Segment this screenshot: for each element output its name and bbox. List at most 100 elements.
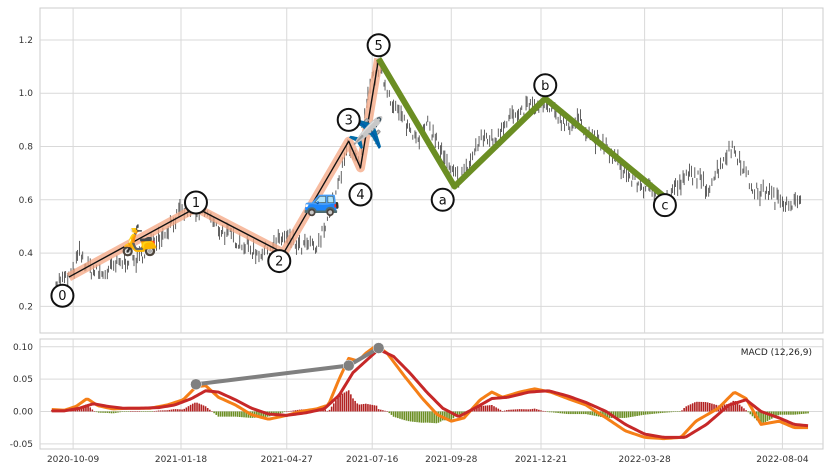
macd-histogram-bar bbox=[412, 411, 414, 422]
macd-histogram-bar bbox=[587, 411, 589, 415]
macd-histogram-bar bbox=[649, 411, 651, 415]
macd-histogram-bar bbox=[87, 405, 89, 412]
macd-histogram-bar bbox=[418, 411, 421, 423]
macd-histogram-bar bbox=[397, 411, 399, 419]
macd-histogram-bar bbox=[488, 405, 491, 412]
macd-histogram-bar bbox=[741, 406, 743, 412]
macd-histogram-bar bbox=[379, 409, 382, 412]
macd-histogram-bar bbox=[802, 411, 805, 414]
macd-histogram-bar bbox=[384, 410, 386, 412]
macd-histogram-bar bbox=[523, 409, 525, 412]
macd-histogram-bar bbox=[540, 410, 542, 412]
macd-histogram-bar bbox=[544, 411, 547, 412]
wave-labels: 0 1 2 3 4 5 a b c bbox=[50, 33, 677, 308]
macd-histogram-bar bbox=[790, 411, 792, 415]
macd-histogram-bar bbox=[499, 409, 502, 412]
macd-histogram-bar bbox=[119, 411, 121, 413]
macd-histogram-bar bbox=[426, 411, 429, 423]
macd-histogram-bar bbox=[416, 411, 418, 423]
macd-histogram-bar bbox=[245, 411, 247, 418]
macd-histogram-bar bbox=[779, 411, 782, 415]
macd-histogram-bar bbox=[747, 411, 750, 413]
macd-histogram-bar bbox=[512, 409, 515, 412]
macd-histogram-bar bbox=[520, 409, 523, 412]
x-axis-ticks: 2020-10-09 2021-01-18 2021-04-27 2021-07-16… bbox=[47, 455, 809, 465]
macd-histogram-bar bbox=[206, 408, 209, 412]
macd-histogram-bar bbox=[189, 404, 192, 412]
macd-histogram-bar bbox=[281, 411, 284, 413]
macd-histogram-bar bbox=[241, 411, 243, 418]
macd-histogram-bar bbox=[548, 411, 551, 413]
macd-histogram-bar bbox=[689, 404, 692, 412]
macd-histogram-bar bbox=[407, 411, 410, 422]
macd-histogram-bar bbox=[377, 409, 380, 412]
x-tick-label: 2021-12-21 bbox=[515, 455, 567, 465]
divergence-point bbox=[342, 359, 355, 372]
macd-histogram-bar bbox=[162, 410, 164, 412]
divergence-point bbox=[372, 342, 385, 354]
macd-histogram-bar bbox=[529, 409, 532, 412]
macd-histogram-bar bbox=[777, 411, 779, 416]
wave-label-5: 5 bbox=[374, 39, 382, 54]
macd-histogram-bar bbox=[461, 411, 463, 415]
macd-histogram-bar bbox=[506, 410, 508, 412]
macd-histogram-bar bbox=[491, 405, 493, 412]
macd-histogram-bar bbox=[437, 411, 440, 423]
macd-histogram-bar bbox=[495, 407, 497, 412]
macd-histogram-bar bbox=[736, 402, 739, 412]
wave-label-1: 1 bbox=[192, 196, 200, 211]
macd-histogram-bar bbox=[85, 404, 87, 412]
macd-histogram-bar bbox=[149, 411, 151, 412]
wave-label-circle bbox=[50, 283, 75, 308]
macd-histogram-bar bbox=[153, 411, 156, 412]
macd-histogram-bar bbox=[674, 411, 677, 412]
macd-histogram-bar bbox=[275, 411, 277, 415]
macd-histogram-bar bbox=[155, 410, 158, 412]
macd-histogram-bar bbox=[347, 390, 350, 412]
macd-histogram-bar bbox=[694, 402, 696, 412]
macd-histogram-bar bbox=[429, 411, 431, 423]
macd-histogram-bar bbox=[565, 411, 568, 414]
macd-histogram-bar bbox=[760, 411, 762, 425]
macd-histogram-bar bbox=[459, 411, 461, 415]
macd-histogram-bar bbox=[341, 393, 344, 412]
macd-histogram-bar bbox=[738, 404, 741, 412]
macd-histogram-bar bbox=[352, 398, 354, 412]
macd-histogram-bar bbox=[211, 411, 213, 412]
macd-histogram-bar bbox=[89, 407, 92, 412]
wave-label-0: 0 bbox=[58, 289, 66, 304]
divergence-point bbox=[190, 378, 202, 391]
macd-histogram-bar bbox=[125, 411, 128, 412]
macd-histogram-bar bbox=[550, 411, 553, 413]
macd-histogram-bar bbox=[580, 411, 583, 415]
wave-label-circle bbox=[267, 249, 292, 274]
macd-histogram-bar bbox=[97, 411, 100, 413]
wave-label-circle bbox=[348, 182, 373, 207]
macd-histogram-bar bbox=[292, 410, 294, 412]
macd-histogram-bar bbox=[719, 405, 722, 412]
macd-histogram-bar bbox=[112, 411, 115, 414]
macd-histogram-bar bbox=[115, 411, 117, 413]
macd-histogram-bar bbox=[702, 401, 705, 412]
wave-label-circle bbox=[366, 33, 391, 58]
macd-histogram-bar bbox=[640, 411, 643, 416]
macd-histogram-bar bbox=[687, 405, 690, 412]
macd-histogram-bar bbox=[593, 411, 596, 416]
macd-y-ticks: 0.10 0.05 0.00 -0.05 bbox=[10, 343, 34, 450]
macd-histogram-bar bbox=[335, 400, 337, 412]
macd-histogram-bar bbox=[567, 411, 570, 415]
macd-histogram-bar bbox=[288, 411, 290, 412]
macd-histogram-bar bbox=[444, 411, 446, 421]
macd-histogram-bar bbox=[234, 411, 237, 417]
macd-histogram-bar bbox=[775, 411, 777, 417]
macd-histogram-bar bbox=[557, 411, 559, 414]
macd-histogram-bar bbox=[711, 403, 713, 412]
car-icon: 🚙 bbox=[303, 183, 340, 218]
macd-legend-label: MACD (12,26,9) bbox=[741, 348, 812, 358]
macd-histogram-bar bbox=[501, 411, 504, 412]
macd-histogram-bar bbox=[326, 410, 329, 412]
macd-histogram-bar bbox=[559, 411, 562, 414]
macd-histogram-bar bbox=[283, 411, 286, 413]
macd-histogram-bar bbox=[473, 409, 476, 412]
macd-y-tick-label: 0.05 bbox=[13, 375, 33, 385]
